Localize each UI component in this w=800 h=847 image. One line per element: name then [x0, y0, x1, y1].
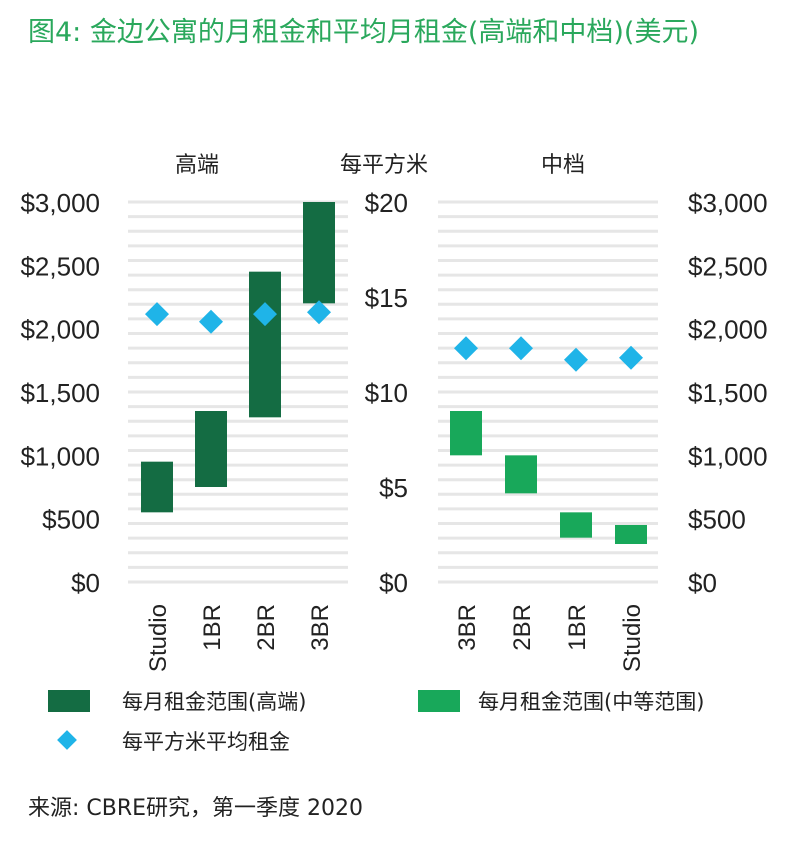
legend-label-high-end: 每月租金范围(高端): [122, 690, 307, 714]
y-tick-label: $3,000: [20, 188, 100, 218]
legend-label-avg: 每平方米平均租金: [122, 730, 290, 754]
category-label: 2BR: [509, 604, 536, 651]
y-tick-label: $500: [42, 505, 100, 535]
y-tick-label: $15: [365, 283, 408, 313]
legend-label-mid-range: 每月租金范围(中等范围): [478, 690, 705, 714]
category-label: 3BR: [454, 604, 481, 651]
category-label: 1BR: [564, 604, 591, 651]
avg-marker: [253, 302, 277, 327]
avg-marker: [619, 345, 643, 370]
y-tick-label: $10: [365, 378, 408, 408]
y-tick-label: $0: [71, 568, 100, 598]
mid-range-panel: 中档 $0 $5 $10 $15 $20 每平方米 $0 $500 $1,000 $1,500 $2,…: [340, 153, 768, 672]
range-bar: [450, 411, 482, 456]
y-tick-label: $1,000: [20, 441, 100, 471]
chart-canvas: 高端 $0 $500 $1,000 $1,500 $2,000 $2,500 $3,000 St…: [20, 153, 768, 672]
category-label: 1BR: [199, 604, 226, 651]
y-tick-label: $2,500: [20, 251, 100, 281]
range-bar: [303, 202, 335, 304]
y-tick-label: $2,000: [20, 315, 100, 345]
panel-title: 中档: [541, 153, 585, 178]
y-right-tick-label: $2,500: [688, 251, 768, 281]
avg-marker: [307, 300, 331, 325]
range-bar: [249, 271, 281, 418]
chart-title: 图4: 金边公寓的月租金和平均月租金(高端和中档)(美元): [28, 17, 699, 48]
avg-marker: [145, 302, 169, 327]
y-right-tick-label: $1,000: [688, 441, 768, 471]
category-label: Studio: [145, 604, 172, 672]
avg-marker: [564, 347, 588, 372]
panel-title: 高端: [175, 153, 219, 178]
avg-marker: [454, 336, 478, 361]
legend-swatch-high-end: [48, 690, 90, 712]
avg-marker: [509, 336, 533, 361]
high-end-panel: 高端 $0 $500 $1,000 $1,500 $2,000 $2,500 $3,000 St…: [20, 153, 348, 672]
avg-marker: [199, 309, 223, 334]
range-bar: [615, 525, 647, 544]
y-right-tick-label: $500: [688, 505, 746, 535]
range-bar: [505, 455, 537, 494]
y-tick-label: $5: [379, 473, 408, 503]
y-axis-label: 每平方米: [340, 153, 428, 178]
legend-diamond-avg: [57, 730, 77, 750]
legend-swatch-mid-range: [418, 690, 460, 712]
y-tick-label: $0: [379, 568, 408, 598]
y-right-tick-label: $0: [688, 568, 717, 598]
y-right-tick-label: $1,500: [688, 378, 768, 408]
category-label: Studio: [619, 604, 646, 672]
y-tick-label: $1,500: [20, 378, 100, 408]
category-label: 2BR: [253, 604, 280, 651]
y-right-tick-label: $3,000: [688, 188, 768, 218]
y-tick-label: $20: [365, 188, 408, 218]
y-right-tick-label: $2,000: [688, 315, 768, 345]
range-bar: [560, 512, 592, 538]
category-label: 3BR: [307, 604, 334, 651]
source-note: 来源: CBRE研究，第一季度 2020: [28, 796, 364, 821]
range-bar: [195, 411, 227, 487]
range-bar: [141, 461, 173, 513]
